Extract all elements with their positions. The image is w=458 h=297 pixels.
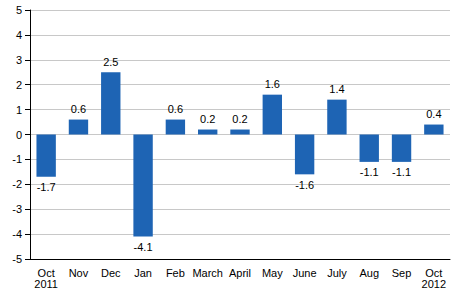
- svg-text:0.2: 0.2: [200, 113, 215, 125]
- svg-text:Aug: Aug: [359, 267, 379, 279]
- svg-text:-1.1: -1.1: [392, 166, 411, 178]
- svg-text:0.6: 0.6: [71, 103, 86, 115]
- svg-text:Jan: Jan: [134, 267, 152, 279]
- svg-text:Oct: Oct: [425, 266, 443, 279]
- svg-text:-4.1: -4.1: [134, 241, 153, 253]
- svg-text:0.6: 0.6: [168, 103, 183, 115]
- svg-text:3: 3: [16, 54, 22, 66]
- svg-text:Feb: Feb: [166, 267, 185, 279]
- svg-text:4: 4: [16, 29, 22, 41]
- svg-text:-5: -5: [12, 253, 22, 265]
- svg-text:2.5: 2.5: [103, 56, 118, 68]
- svg-text:1: 1: [16, 104, 22, 116]
- svg-text:2: 2: [16, 79, 22, 91]
- svg-text:2011: 2011: [34, 278, 58, 290]
- svg-text:-1.6: -1.6: [295, 179, 314, 191]
- svg-text:-1.1: -1.1: [360, 166, 379, 178]
- svg-text:June: June: [293, 267, 317, 279]
- svg-text:1.4: 1.4: [329, 83, 344, 95]
- svg-text:Sep: Sep: [392, 267, 412, 279]
- svg-text:-4: -4: [12, 228, 22, 240]
- svg-text:Nov: Nov: [69, 267, 89, 279]
- svg-text:-1: -1: [12, 153, 22, 165]
- svg-text:0.2: 0.2: [232, 113, 247, 125]
- svg-text:0: 0: [16, 129, 22, 141]
- svg-text:April: April: [229, 267, 251, 279]
- svg-text:Dec: Dec: [101, 267, 121, 279]
- svg-text:-2: -2: [12, 178, 22, 190]
- svg-text:5: 5: [16, 4, 22, 16]
- svg-text:-1.7: -1.7: [37, 181, 56, 193]
- svg-text:1.6: 1.6: [265, 78, 280, 90]
- svg-text:July: July: [327, 267, 347, 279]
- svg-text:-3: -3: [12, 203, 22, 215]
- svg-text:0.4: 0.4: [426, 108, 441, 120]
- svg-text:2012: 2012: [422, 278, 446, 290]
- svg-text:Oct: Oct: [37, 266, 55, 279]
- svg-text:March: March: [192, 267, 223, 279]
- svg-text:May: May: [262, 267, 283, 279]
